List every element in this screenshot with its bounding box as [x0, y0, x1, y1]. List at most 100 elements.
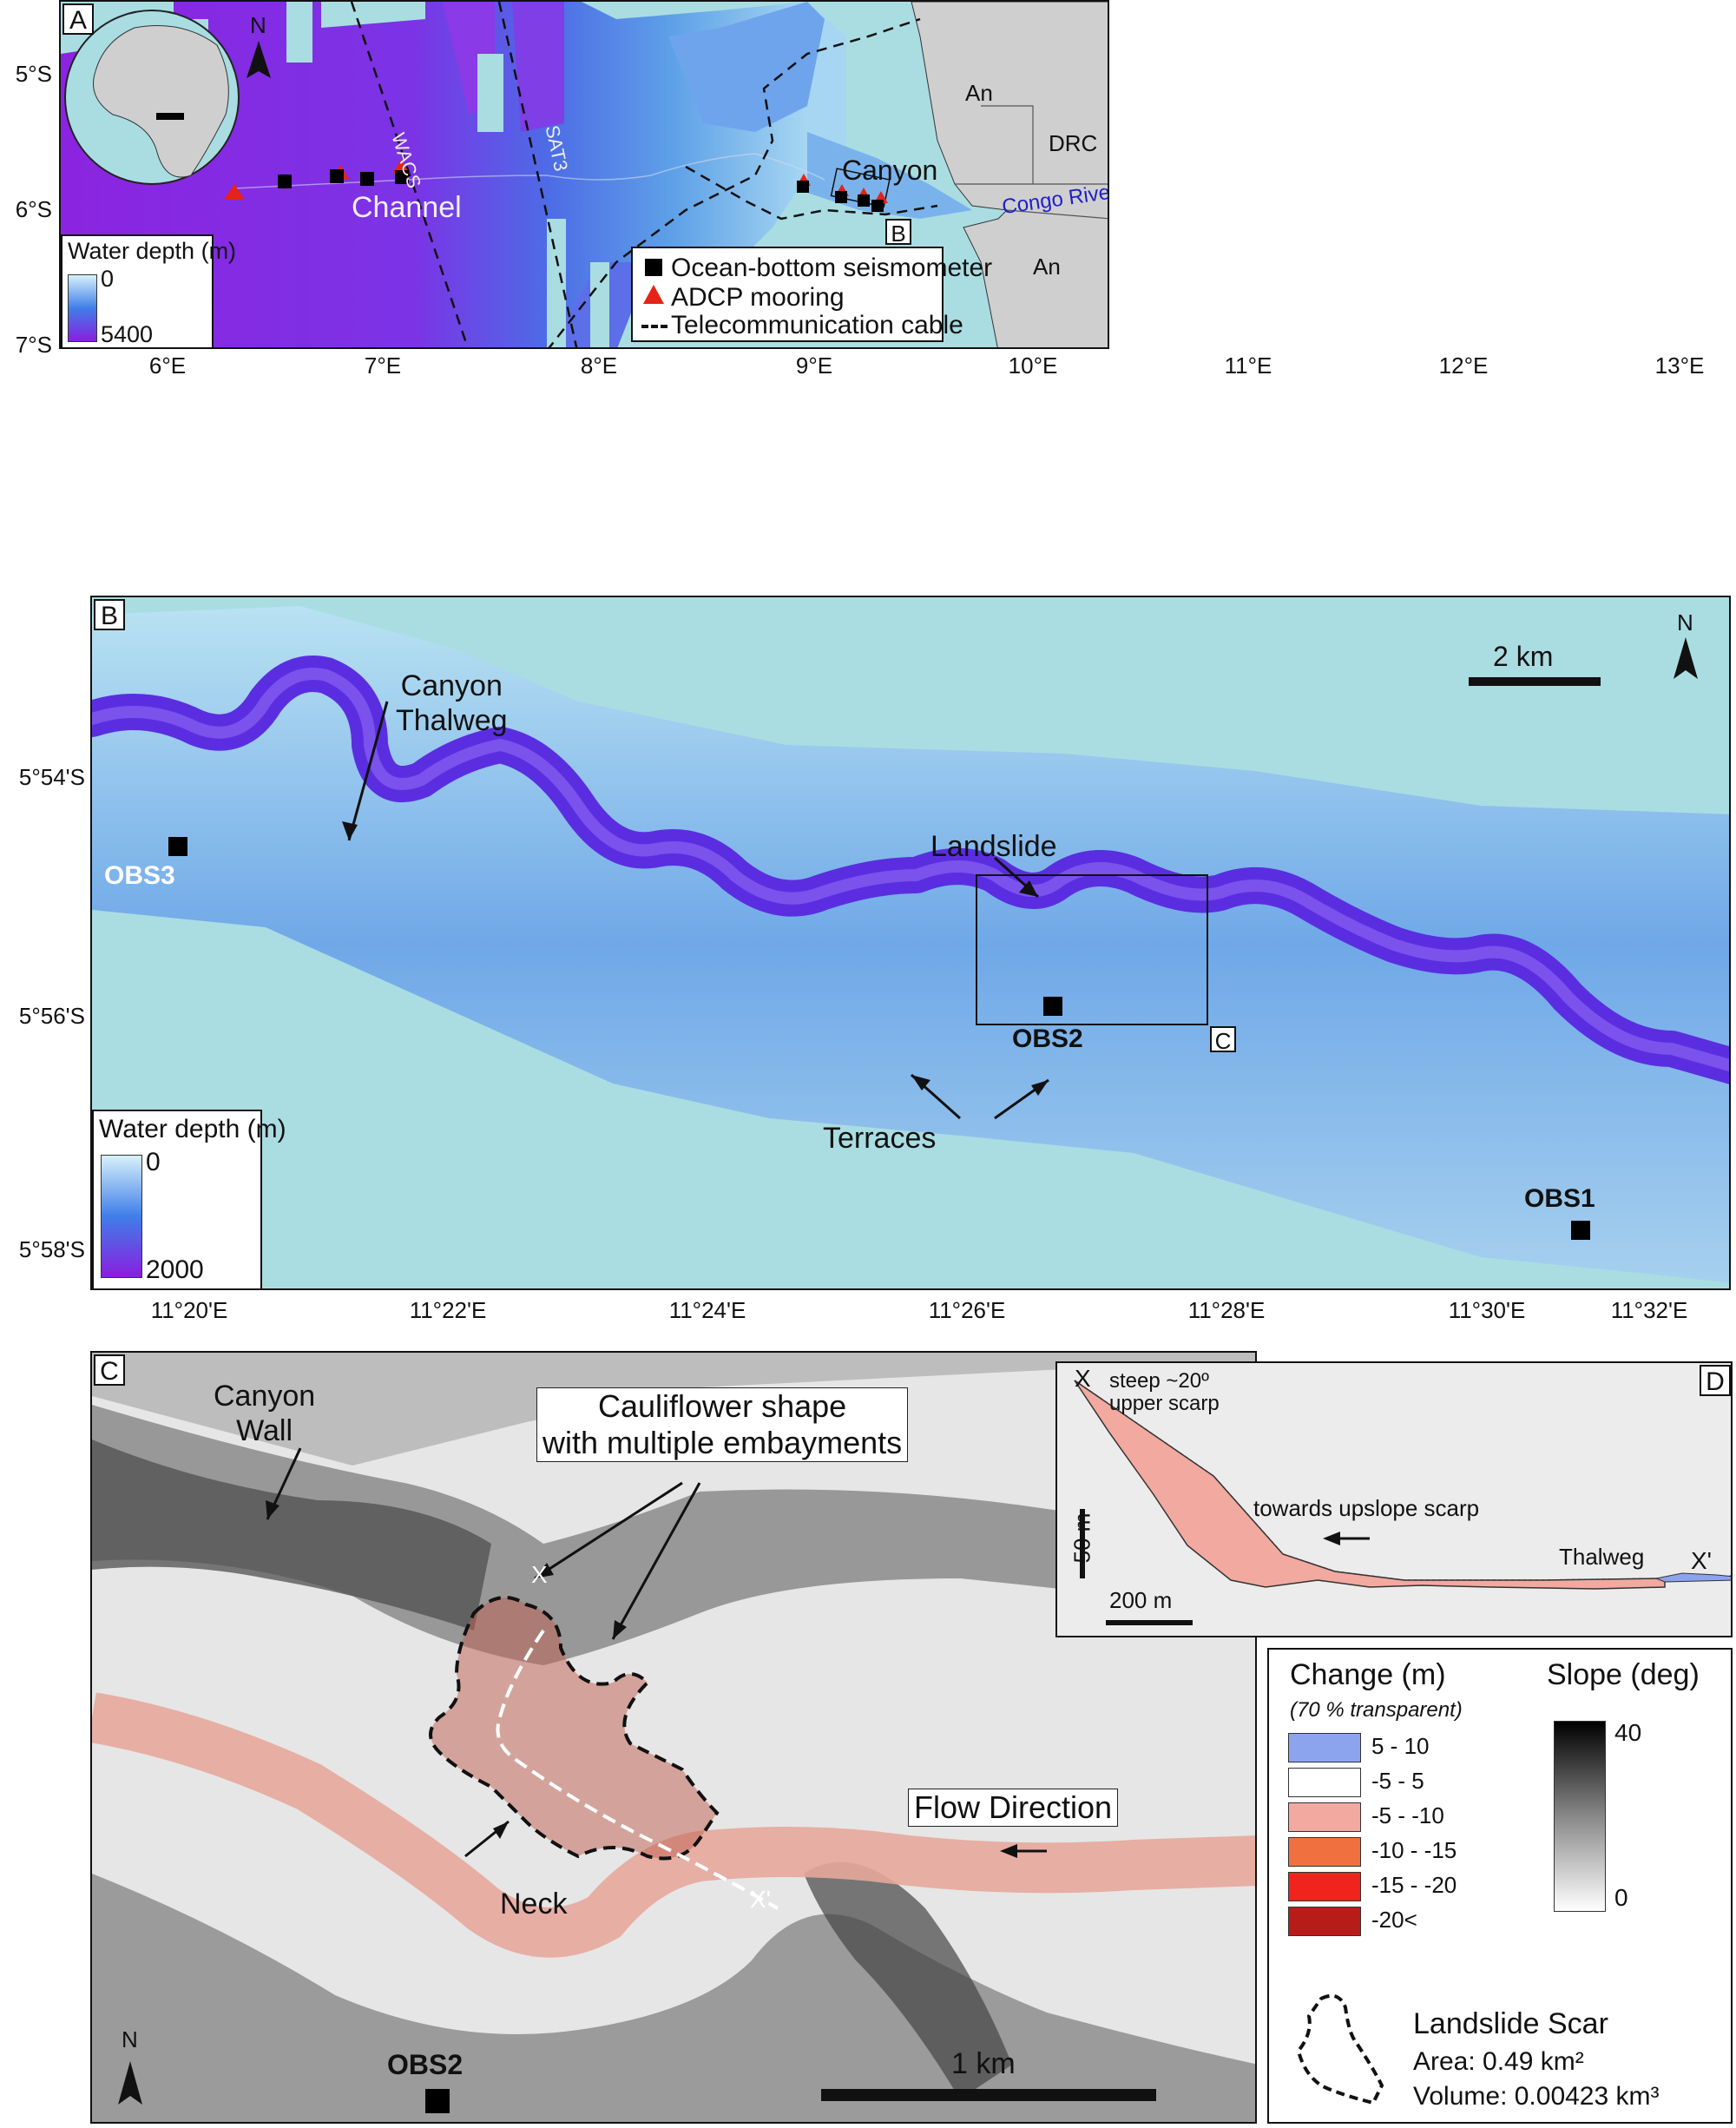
- change-class: [1288, 1733, 1361, 1762]
- panel-letter-b: B: [94, 599, 125, 630]
- x-tick-a: 6°E: [148, 352, 187, 379]
- obs-key-symbol: [645, 259, 662, 276]
- legend-title-b: Water depth (m): [99, 1115, 286, 1143]
- wacs-cable: [350, 2, 469, 347]
- panel-b-map: B N 2 km Canyon Thalweg Landslide Terrac…: [90, 596, 1731, 1290]
- obs2-label-b: OBS2: [1012, 1024, 1083, 1053]
- vscale-bar: [1080, 1509, 1085, 1578]
- panel-letter-c: C: [94, 1354, 125, 1386]
- obs1-label: OBS1: [1524, 1184, 1595, 1213]
- x-tick-a: 11°E: [1224, 352, 1272, 379]
- sat3-cable: [497, 2, 578, 347]
- thalweg-label: Thalweg: [1559, 1544, 1645, 1570]
- change-class-label: -5 - 5: [1371, 1768, 1424, 1794]
- landslide-scar-symbol: [1296, 1993, 1384, 2105]
- x-tick-a: 13°E: [1654, 352, 1705, 379]
- scar-title: Landslide Scar: [1413, 2007, 1608, 2040]
- scale-label-c: 1 km: [951, 2047, 1016, 2080]
- panel-a-svg: [61, 2, 1108, 347]
- x-tick-b: 11°22'E: [409, 1297, 487, 1323]
- obs-marker: [395, 170, 409, 184]
- drc-label: DRC: [1049, 130, 1098, 156]
- change-class: [1288, 1768, 1361, 1797]
- canyon-wall-upper-dark: [92, 1440, 491, 1631]
- x-tick-b: 11°30'E: [1448, 1297, 1526, 1323]
- landslide-scar-outline: [429, 1596, 720, 1861]
- country-border-2: [981, 105, 1034, 184]
- hscale-bar: [1106, 1620, 1193, 1625]
- scar-area: Area: 0.49 km²: [1413, 2047, 1584, 2076]
- scar-volume: Volume: 0.00423 km³: [1413, 2082, 1660, 2111]
- north-label-a: N: [250, 12, 266, 38]
- terraces-label: Terraces: [823, 1122, 937, 1155]
- obs-marker: [360, 172, 374, 186]
- panel-c-svg: [92, 1353, 1255, 2122]
- legend-gradient-a: [68, 274, 97, 342]
- north-arrow-a: [247, 41, 271, 78]
- obs3-label: OBS3: [104, 861, 175, 890]
- profile-d-x-prime-label: X': [1691, 1547, 1713, 1574]
- x-tick-b: 11°28'E: [1187, 1297, 1266, 1323]
- y-tick-b: 5°56'S: [18, 1003, 85, 1029]
- cauliflower-arrow-1-head: [535, 1563, 554, 1578]
- obs-marker: [835, 191, 847, 203]
- x-tick-b: 11°24'E: [668, 1297, 746, 1323]
- ridge: [804, 1861, 1012, 2099]
- obs2-marker: [1043, 997, 1062, 1016]
- landslide-label: Landslide: [930, 830, 1057, 863]
- water-depth-legend-b: Water depth (m) 0 2000: [92, 1110, 286, 1288]
- legend-max-a: 5400: [101, 321, 154, 347]
- panel-a-map: A N Channel Canyon WACS SAT3 An DRC An C…: [59, 0, 1109, 349]
- hscale-label: 200 m: [1109, 1587, 1173, 1613]
- multibeam-swath-4: [668, 2, 825, 132]
- x-tick-b: 11°20'E: [150, 1297, 228, 1323]
- towards-scarp-label: towards upslope scarp: [1253, 1495, 1480, 1521]
- scale-bar-c: [821, 2089, 1156, 2101]
- towards-arrow-head: [1323, 1532, 1340, 1545]
- multibeam-swath-3: [512, 2, 564, 132]
- legend-title-a: Water depth (m): [68, 238, 237, 264]
- cable-key-symbol: [641, 325, 667, 332]
- adcp-key-label: ADCP mooring: [671, 283, 845, 312]
- cauliflower-arrow-1: [534, 1481, 683, 1580]
- obs-marker: [871, 200, 884, 212]
- an-south-label: An: [1033, 254, 1061, 280]
- panel-letter-d: D: [1700, 1365, 1731, 1396]
- terraces-arrow-1-head: [911, 1075, 930, 1090]
- y-tick-a: 7°S: [15, 332, 52, 358]
- multibeam-swath-5: [807, 132, 972, 219]
- obs2-label-c: OBS2: [387, 2049, 464, 2080]
- obs-marker: [330, 169, 344, 183]
- coverage-gap-5: [590, 262, 609, 347]
- deposited-volume: [1654, 1572, 1731, 1583]
- slope-max: 40: [1614, 1719, 1642, 1746]
- obs-key-label: Ocean-bottom seismometer: [671, 254, 993, 282]
- obs1-marker: [1571, 1221, 1590, 1240]
- north-label-b: N: [1677, 609, 1693, 636]
- obs2-marker-c-square: [425, 2089, 450, 2113]
- change-class-label: -15 - -20: [1371, 1872, 1457, 1898]
- change-subtitle: (70 % transparent): [1290, 1698, 1463, 1722]
- obs-marker: [278, 175, 292, 188]
- telecom-cable-3: [685, 165, 938, 221]
- globe-africa: [93, 25, 229, 178]
- change-class-label: -10 - -15: [1371, 1837, 1457, 1863]
- scale-bar-b: [1469, 677, 1601, 686]
- profile-x-prime-label: X': [750, 1886, 772, 1913]
- country-border-3: [1006, 209, 1108, 220]
- canyon-label: Canyon: [842, 155, 938, 186]
- north-label-c: N: [122, 2026, 138, 2052]
- cauliflower-label: Cauliflower shape with multiple embaymen…: [536, 1387, 909, 1462]
- landslide-arrow-head: [1019, 880, 1038, 897]
- slope-gradient: [1554, 1721, 1606, 1912]
- y-tick-b: 5°54'S: [18, 764, 85, 790]
- lower-slope: [92, 1874, 1255, 2122]
- survey-area: [92, 606, 1729, 1283]
- symbol-key: Ocean-bottom seismometer ADCP mooring Te…: [631, 247, 992, 342]
- coverage-gap-3: [477, 54, 503, 132]
- vscale-label: 50 m: [1069, 1512, 1095, 1564]
- globe-location-marker: [156, 113, 184, 120]
- cauliflower-arrow-2-head: [613, 1620, 627, 1639]
- inset-c-label: C: [1210, 1026, 1236, 1054]
- coverage-gap-4: [547, 219, 566, 347]
